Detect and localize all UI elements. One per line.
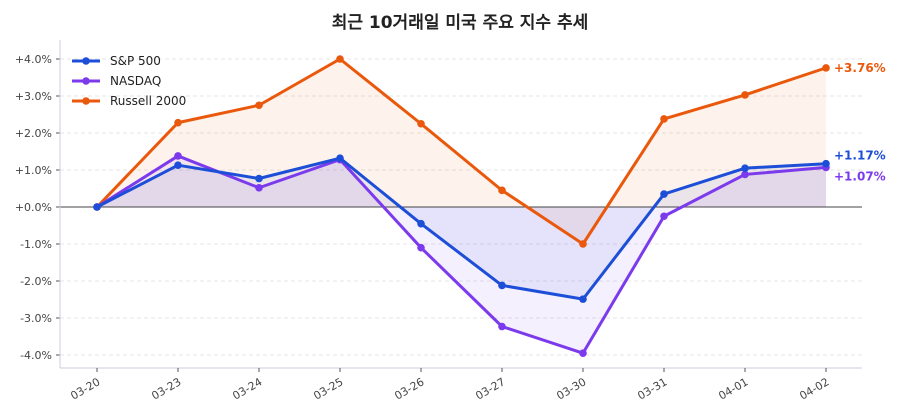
x-tick-label: 03-26: [392, 375, 426, 402]
end-label: +1.07%: [834, 169, 886, 183]
area-fill: [97, 158, 826, 300]
x-tick-label: 03-25: [311, 375, 345, 402]
x-tick-label: 03-24: [230, 375, 264, 402]
y-tick-label: +1.0%: [15, 164, 52, 177]
y-tick-label: +2.0%: [15, 127, 52, 140]
x-tick-label: 03-23: [149, 375, 183, 402]
legend-marker: [82, 97, 90, 105]
data-point: [579, 349, 587, 357]
legend: S&P 500 NASDAQ Russell 2000: [72, 54, 186, 108]
data-point: [93, 203, 101, 211]
x-tick-label: 03-30: [554, 375, 588, 402]
grid: [60, 58, 862, 356]
y-tick-label: -4.0%: [20, 349, 52, 362]
data-point: [417, 243, 425, 252]
chart-title: 최근 10거래일 미국 주요 지수 추세: [332, 13, 589, 33]
legend-label: NASDAQ: [110, 74, 161, 88]
data-point: [174, 161, 182, 169]
data-point: [498, 186, 506, 195]
data-point: [741, 170, 749, 179]
data-point: [255, 101, 263, 110]
y-tick-label: +4.0%: [15, 53, 52, 66]
data-point: [336, 55, 344, 63]
data-point: [822, 159, 830, 168]
data-point: [660, 212, 668, 221]
x-tick-label: 04-02: [797, 375, 831, 402]
x-tick-label: 03-27: [473, 375, 507, 402]
data-point: [741, 164, 749, 172]
data-point: [255, 174, 263, 183]
data-point: [498, 322, 506, 331]
legend-marker: [82, 77, 90, 85]
data-point: [579, 240, 587, 248]
x-tick-label: 03-20: [68, 375, 102, 402]
data-point: [336, 154, 344, 162]
series-lines: +3.76% +1.07% +1.17%: [93, 55, 886, 357]
legend-marker: [82, 57, 90, 65]
data-point: [498, 281, 506, 290]
y-tick-label: -3.0%: [20, 312, 52, 325]
y-tick-label: -1.0%: [20, 238, 52, 251]
data-point: [660, 190, 668, 198]
series-line: [95, 57, 827, 246]
data-point: [822, 64, 830, 72]
data-point: [741, 91, 749, 99]
data-point: [579, 295, 587, 303]
data-point: [660, 115, 668, 123]
end-label: +1.17%: [834, 149, 886, 163]
data-point: [174, 152, 182, 160]
data-point: [417, 219, 425, 228]
legend-label: S&P 500: [110, 54, 161, 68]
area-fill: [97, 59, 826, 244]
series-line: [96, 156, 827, 301]
x-tick-label: 04-01: [716, 375, 750, 402]
data-point: [417, 119, 425, 128]
data-point: [174, 118, 182, 127]
end-label: +3.76%: [834, 61, 886, 75]
y-tick-label: +0.0%: [15, 201, 52, 214]
y-tick-label: -2.0%: [20, 275, 52, 288]
legend-label: Russell 2000: [110, 94, 186, 108]
y-tick-label: +3.0%: [15, 90, 52, 103]
data-point: [255, 183, 263, 192]
x-tick-label: 03-31: [635, 375, 669, 402]
